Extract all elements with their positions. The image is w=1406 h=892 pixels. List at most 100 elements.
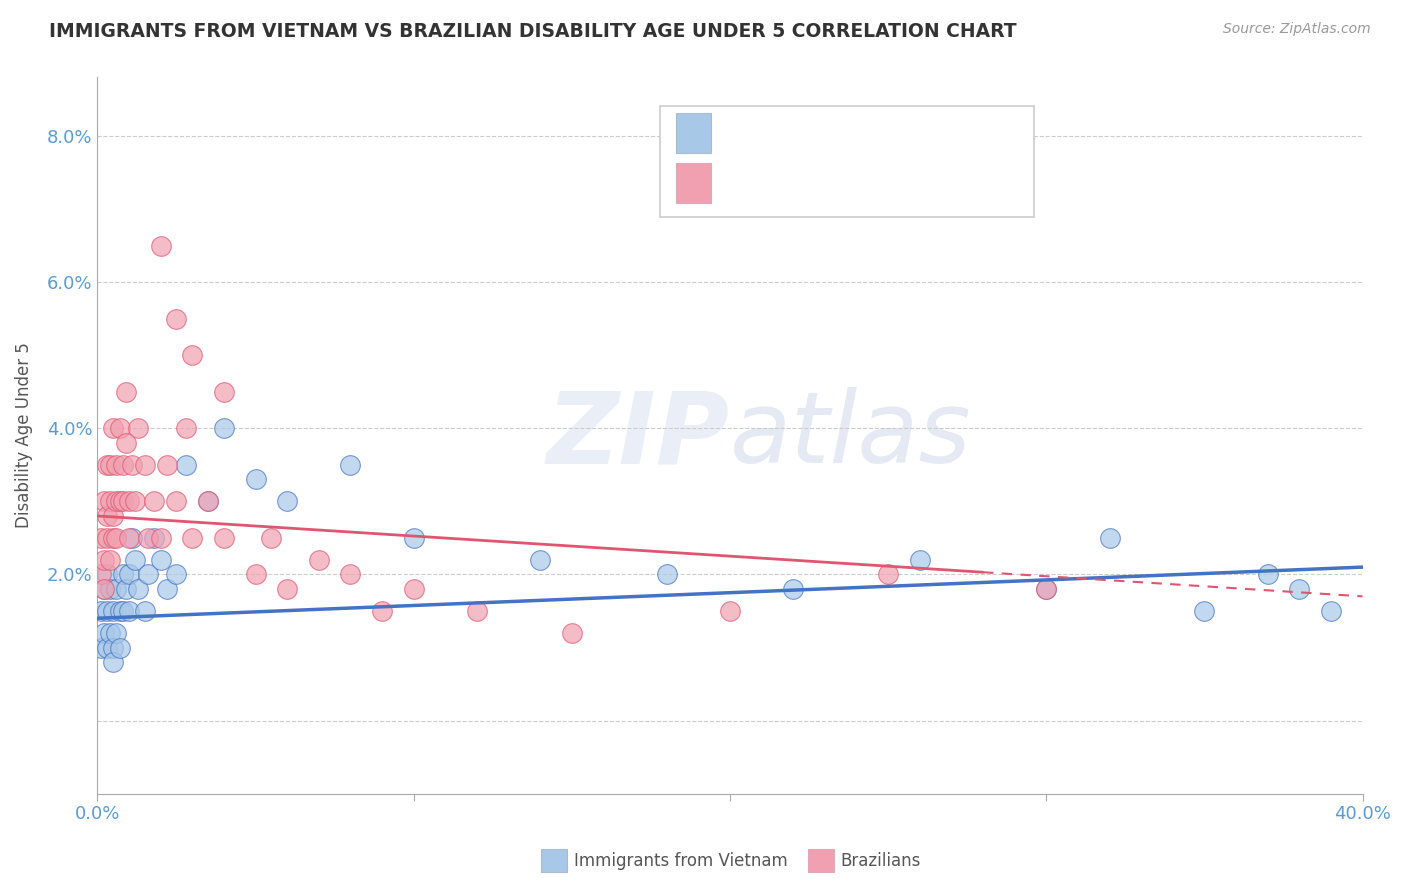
Point	[96, 640, 118, 655]
Point	[136, 567, 159, 582]
Text: atlas: atlas	[730, 387, 972, 484]
Point	[128, 582, 150, 596]
Point	[174, 421, 197, 435]
Point	[136, 531, 159, 545]
Point	[108, 421, 131, 435]
Point	[115, 435, 138, 450]
Point	[134, 458, 156, 472]
Point	[103, 640, 125, 655]
Point	[561, 626, 583, 640]
Point	[877, 567, 900, 582]
Point	[105, 458, 128, 472]
Point	[165, 311, 187, 326]
Point	[371, 604, 394, 618]
Point	[98, 582, 121, 596]
Point	[118, 604, 141, 618]
Point	[1288, 582, 1310, 596]
Point	[98, 494, 121, 508]
Point	[103, 421, 125, 435]
Point	[143, 531, 166, 545]
Point	[529, 553, 551, 567]
Point	[1035, 582, 1057, 596]
Point	[103, 531, 125, 545]
Point	[174, 458, 197, 472]
Point	[105, 626, 128, 640]
Point	[156, 582, 179, 596]
Text: ZIP: ZIP	[547, 387, 730, 484]
Point	[108, 604, 131, 618]
Point	[96, 604, 118, 618]
Point	[93, 582, 115, 596]
Point	[90, 640, 112, 655]
FancyBboxPatch shape	[661, 106, 1033, 217]
Point	[90, 531, 112, 545]
Point	[93, 553, 115, 567]
FancyBboxPatch shape	[675, 113, 711, 153]
Point	[165, 567, 187, 582]
Point	[1320, 604, 1343, 618]
Point	[143, 494, 166, 508]
Point	[149, 553, 172, 567]
Y-axis label: Disability Age Under 5: Disability Age Under 5	[15, 343, 32, 528]
Point	[212, 384, 235, 399]
Point	[339, 458, 361, 472]
Point	[111, 458, 134, 472]
Point	[908, 553, 931, 567]
FancyBboxPatch shape	[675, 163, 711, 202]
Point	[105, 531, 128, 545]
Point	[1257, 567, 1279, 582]
Point	[181, 531, 204, 545]
Point	[308, 553, 330, 567]
Point	[165, 494, 187, 508]
Point	[655, 567, 678, 582]
Point	[105, 582, 128, 596]
Point	[93, 626, 115, 640]
Point	[115, 384, 138, 399]
Point	[93, 494, 115, 508]
Point	[245, 472, 267, 486]
Point	[96, 531, 118, 545]
Text: Immigrants from Vietnam: Immigrants from Vietnam	[574, 852, 787, 870]
Point	[98, 553, 121, 567]
Text: R =   0.112  N = 47: R = 0.112 N = 47	[725, 124, 925, 143]
Point	[1194, 604, 1216, 618]
Point	[111, 494, 134, 508]
Point	[118, 531, 141, 545]
Point	[105, 494, 128, 508]
Point	[90, 567, 112, 582]
Point	[98, 458, 121, 472]
Point	[339, 567, 361, 582]
Point	[276, 494, 298, 508]
Point	[212, 421, 235, 435]
Point	[90, 604, 112, 618]
Point	[121, 531, 143, 545]
Text: IMMIGRANTS FROM VIETNAM VS BRAZILIAN DISABILITY AGE UNDER 5 CORRELATION CHART: IMMIGRANTS FROM VIETNAM VS BRAZILIAN DIS…	[49, 22, 1017, 41]
Point	[149, 238, 172, 252]
Point	[124, 553, 146, 567]
Point	[1098, 531, 1121, 545]
Point	[156, 458, 179, 472]
Point	[260, 531, 283, 545]
Point	[115, 582, 138, 596]
Point	[181, 348, 204, 362]
Point	[465, 604, 488, 618]
Text: R = -0.056  N = 54: R = -0.056 N = 54	[725, 176, 915, 194]
Point	[118, 494, 141, 508]
Point	[96, 567, 118, 582]
Point	[93, 582, 115, 596]
Point	[149, 531, 172, 545]
Point	[782, 582, 804, 596]
Point	[276, 582, 298, 596]
Point	[128, 421, 150, 435]
Point	[1035, 582, 1057, 596]
Text: Brazilians: Brazilians	[841, 852, 921, 870]
Point	[402, 582, 425, 596]
Point	[111, 567, 134, 582]
Point	[212, 531, 235, 545]
Point	[103, 604, 125, 618]
Point	[96, 458, 118, 472]
Point	[124, 494, 146, 508]
Point	[121, 458, 143, 472]
Point	[197, 494, 219, 508]
Point	[108, 494, 131, 508]
